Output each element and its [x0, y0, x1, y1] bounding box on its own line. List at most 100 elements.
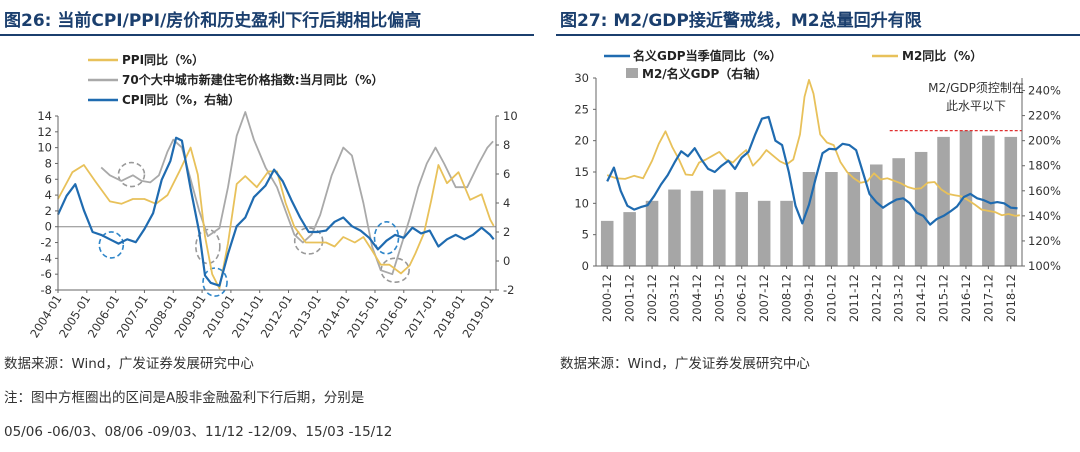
left-source: 数据来源：Wind，广发证券发展研究中心	[4, 356, 254, 372]
right-chart-axes: 0 5 10 15 20 25 30 100% 120% 140% 160% 180% 200% 220%…	[574, 71, 1061, 322]
right-y-tick-label: 120%	[1028, 234, 1061, 248]
legend-label: PPI同比（%）	[122, 52, 204, 67]
left-chart-circles	[98, 161, 410, 297]
left-y-tick-label: 2	[45, 204, 52, 218]
x-tick-label: 2002-12	[645, 274, 659, 322]
m2-gdp-bar	[1004, 136, 1018, 266]
right-chart: 0 5 10 15 20 25 30 100% 120% 140% 160% 180% 200% 220%…	[574, 48, 1061, 322]
profit-downturn-circle	[195, 228, 221, 265]
x-tick-label: 2007-12	[757, 274, 771, 322]
left-y-tick-label: 30	[574, 71, 589, 85]
x-tick-label: 2008-12	[780, 274, 794, 322]
left-y-tick-label: 25	[574, 102, 589, 116]
right-y-tick-label: 180%	[1028, 159, 1061, 173]
legend-label: 70个大中城市新建住宅价格指数:当月同比（%）	[122, 72, 384, 87]
x-tick-label: 2017-12	[981, 274, 995, 322]
right-y-tick-label: 200%	[1028, 134, 1061, 148]
m2-gdp-bar	[914, 151, 928, 266]
x-tick-label: 2003-12	[667, 274, 681, 322]
m2-gdp-bar	[623, 212, 636, 266]
right-y-tick-label: 140%	[1028, 209, 1061, 223]
left-figure-panel: 图26: 当前CPI/PPI/房价和历史盈利下行后期相比偏高 -8 -6 -4 -2 0…	[0, 0, 534, 452]
legend-label: CPI同比（%，右轴）	[122, 92, 240, 107]
m2-growth-line	[606, 79, 1020, 217]
left-chart-axes: -8-6-4-202468101214-202468102004-012005-…	[27, 109, 517, 340]
right-chart-legend: 名义GDP当季值同比（%） M2同比（%） M2/名义GDP（右轴）	[604, 48, 982, 81]
right-y-tick-label: 6	[503, 167, 510, 181]
right-y-tick-label: 0	[503, 254, 510, 268]
m2-gdp-bar	[690, 190, 704, 266]
right-chart-series	[606, 79, 1020, 226]
left-y-tick-label: 6	[45, 172, 52, 186]
profit-downturn-circle	[293, 227, 324, 255]
m2-gdp-bar	[982, 135, 995, 266]
left-y-tick-label: -6	[41, 267, 52, 281]
left-y-tick-label: 0	[45, 220, 52, 234]
profit-downturn-circle	[117, 161, 146, 188]
x-tick-label: 2004-12	[690, 274, 704, 322]
m2-gdp-bar	[892, 158, 905, 266]
profit-downturn-circle	[98, 231, 125, 259]
right-source: 数据来源：Wind，广发证券发展研究中心	[560, 356, 810, 372]
x-tick-label: 2010-12	[824, 274, 838, 322]
left-chart-series	[56, 111, 495, 290]
legend-label: M2同比（%）	[902, 48, 982, 63]
cpi-line	[56, 136, 495, 287]
x-tick-label: 2001-12	[623, 274, 637, 322]
m2-gdp-bar	[645, 200, 659, 266]
m2-gdp-bar	[668, 189, 681, 266]
right-y-tick-label: -2	[503, 283, 514, 297]
left-title-rule	[0, 34, 534, 36]
right-y-tick-label: 8	[503, 138, 510, 152]
left-y-tick-label: 20	[574, 134, 589, 148]
left-y-tick-label: 8	[45, 156, 52, 170]
m2-gdp-bar	[780, 200, 793, 266]
left-y-tick-label: 10	[574, 196, 589, 210]
left-y-tick-label: 5	[582, 228, 589, 242]
threshold-annotation-line1: M2/GDP须控制在	[928, 81, 1024, 95]
x-tick-label: 2016-12	[959, 274, 973, 322]
right-y-tick-label: 240%	[1028, 84, 1061, 98]
right-y-tick-label: 4	[503, 196, 510, 210]
m2-gdp-bar	[825, 172, 838, 266]
left-y-tick-label: -2	[41, 236, 52, 250]
x-tick-label: 2011-12	[847, 274, 861, 322]
x-tick-label: 2006-12	[735, 274, 749, 322]
right-y-tick-label: 2	[503, 225, 510, 239]
m2-gdp-bar	[869, 164, 883, 266]
x-tick-label: 2018-12	[1004, 274, 1018, 322]
left-y-tick-label: 12	[37, 125, 52, 139]
x-tick-label: 2000-12	[600, 274, 614, 322]
left-chart: -8-6-4-202468101214-202468102004-012005-…	[27, 52, 517, 340]
left-y-tick-label: 15	[574, 165, 589, 179]
left-y-tick-label: -4	[41, 251, 52, 265]
left-chart-legend: PPI同比（%） 70个大中城市新建住宅价格指数:当月同比（%） CPI同比（%，右…	[88, 52, 384, 107]
right-chart-bars	[600, 130, 1018, 266]
left-y-tick-label: 10	[37, 141, 52, 155]
x-tick-label: 2014-12	[914, 274, 928, 322]
m2-gdp-bar	[847, 172, 861, 266]
x-tick-label: 2015-12	[937, 274, 951, 322]
x-tick-label: 2009-12	[802, 274, 816, 322]
m2-gdp-bar	[600, 220, 614, 266]
m2-gdp-bar	[937, 136, 950, 266]
housing-price-line	[100, 111, 494, 276]
nominal-gdp-line	[606, 115, 1018, 226]
right-title-rule	[556, 34, 1080, 36]
x-tick-label: 2013-12	[892, 274, 906, 322]
right-y-tick-label: 100%	[1028, 259, 1061, 273]
legend-label: M2/名义GDP（右轴）	[642, 66, 767, 81]
right-figure-panel: 图27: M2/GDP接近警戒线，M2总量回升有限 0 5 10 15 20 25 30 10…	[556, 0, 1080, 452]
right-y-tick-label: 220%	[1028, 109, 1061, 123]
profit-downturn-circle	[373, 221, 400, 255]
right-y-tick-label: 10	[503, 109, 518, 123]
legend-label: 名义GDP当季值同比（%）	[633, 48, 782, 63]
right-y-tick-label: 160%	[1028, 184, 1061, 198]
ppi-line	[57, 146, 495, 290]
left-figure-title: 图26: 当前CPI/PPI/房价和历史盈利下行后期相比偏高	[4, 11, 422, 31]
right-figure-title: 图27: M2/GDP接近警戒线，M2总量回升有限	[560, 11, 922, 31]
profit-downturn-circle	[202, 267, 228, 297]
m2-gdp-bar	[757, 200, 771, 266]
m2-gdp-bar	[735, 192, 749, 266]
m2-gdp-bar	[713, 189, 726, 266]
